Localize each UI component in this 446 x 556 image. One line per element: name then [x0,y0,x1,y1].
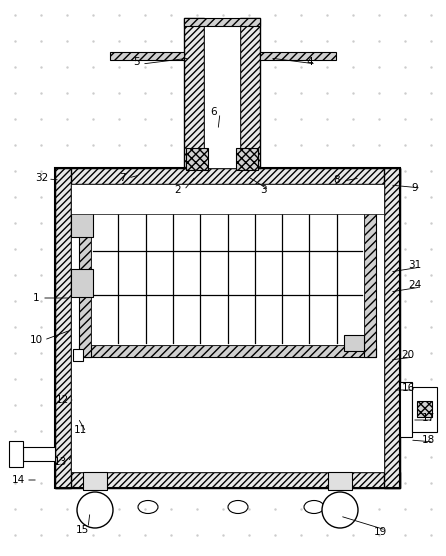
Text: 16: 16 [401,383,415,393]
Bar [400,382,412,437]
Text: 32: 32 [35,173,49,183]
Bar [71,269,93,297]
Text: 19: 19 [373,527,387,537]
Bar [328,472,352,490]
Bar [55,168,71,488]
Text: 31: 31 [409,260,421,270]
Text: 1: 1 [33,293,39,303]
Text: 6: 6 [211,107,217,117]
Bar [412,387,437,432]
Text: 5: 5 [133,57,139,67]
Bar [204,18,240,168]
Text: 10: 10 [29,335,42,345]
Text: 13: 13 [54,457,66,467]
Text: 9: 9 [412,183,418,193]
Text: 7: 7 [119,173,125,183]
Text: 2: 2 [175,185,182,195]
Bar [71,184,384,214]
Bar [184,18,260,26]
Bar [9,441,23,467]
Bar [23,447,55,461]
Text: 8: 8 [334,175,340,185]
Bar [417,401,432,417]
Bar [184,18,204,168]
Bar [364,189,376,357]
Text: 14: 14 [12,475,25,485]
Bar [55,168,400,488]
Bar [79,345,376,357]
Text: 20: 20 [401,350,415,360]
Bar [344,335,364,351]
Text: 24: 24 [409,280,421,290]
Bar [240,18,260,168]
Circle shape [77,492,113,528]
Text: 15: 15 [75,525,89,535]
Circle shape [322,492,358,528]
Bar [71,209,93,237]
Text: 11: 11 [74,425,87,435]
Bar [91,201,364,345]
Text: 3: 3 [260,185,266,195]
Bar [384,168,400,488]
Text: 12: 12 [55,395,69,405]
Bar [79,189,376,201]
Text: 18: 18 [421,435,434,445]
Bar [260,52,336,60]
Bar [73,349,83,361]
Bar [71,184,384,472]
Bar [79,189,91,357]
Bar [83,472,107,490]
Bar [236,148,258,170]
Bar [110,52,184,60]
Text: 17: 17 [421,413,434,423]
Bar [55,168,400,184]
Bar [186,148,208,170]
Text: 4: 4 [307,57,313,67]
Bar [55,472,400,488]
